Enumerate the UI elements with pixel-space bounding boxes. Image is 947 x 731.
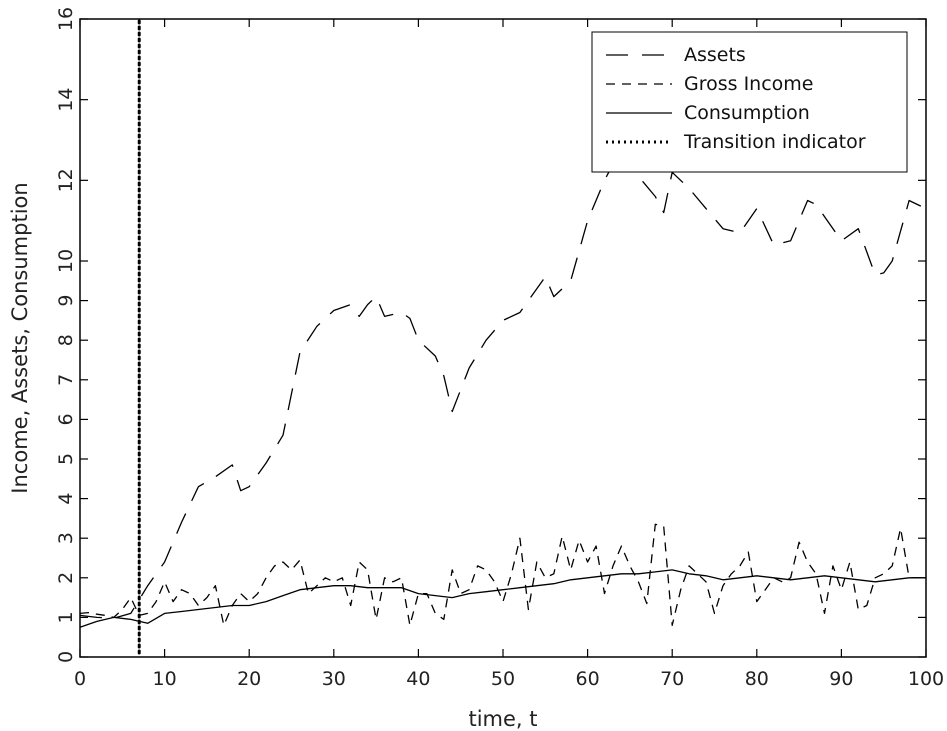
y-tick-label: 16 xyxy=(55,7,77,31)
y-tick-label: 6 xyxy=(55,413,77,425)
x-tick-label: 60 xyxy=(576,668,600,690)
x-tick-label: 0 xyxy=(74,668,86,690)
y-tick-label: 2 xyxy=(55,572,77,584)
x-tick-label: 70 xyxy=(660,668,684,690)
x-tick-label: 90 xyxy=(829,668,853,690)
series-line-assets xyxy=(79,147,927,619)
series-layer xyxy=(79,147,927,628)
x-tick-label: 10 xyxy=(153,668,177,690)
y-tick-label: 0 xyxy=(55,651,77,663)
y-tick-label: 12 xyxy=(55,168,77,192)
legend: Assets Gross Income Consumption Transition … xyxy=(591,31,908,173)
y-tick-label: 5 xyxy=(55,453,77,465)
x-tick-label: 80 xyxy=(745,668,769,690)
x-tick-label: 40 xyxy=(406,668,430,690)
legend-label: Gross Income xyxy=(684,73,814,95)
x-axis-ticks: 0 10 20 30 40 50 60 70 80 90 100 xyxy=(74,19,944,690)
x-tick-label: 100 xyxy=(908,668,944,690)
legend-label: Transition indicator xyxy=(683,131,866,153)
series-line-consumption xyxy=(79,569,926,628)
y-tick-label: 14 xyxy=(55,88,77,112)
y-tick-label: 8 xyxy=(55,334,77,346)
y-tick-label: 10 xyxy=(55,249,77,273)
legend-label: Consumption xyxy=(684,102,810,124)
y-axis-label: Income, Assets, Consumption xyxy=(8,182,32,493)
y-tick-label: 4 xyxy=(55,493,77,505)
y-tick-label: 9 xyxy=(55,295,77,307)
y-tick-label: 3 xyxy=(55,532,77,544)
x-tick-label: 20 xyxy=(237,668,261,690)
x-axis-label: time, t xyxy=(468,707,537,731)
y-tick-label: 1 xyxy=(55,611,77,623)
x-tick-label: 50 xyxy=(491,668,515,690)
legend-label: Assets xyxy=(684,44,746,66)
y-tick-label: 7 xyxy=(55,374,77,386)
x-tick-label: 30 xyxy=(322,668,346,690)
